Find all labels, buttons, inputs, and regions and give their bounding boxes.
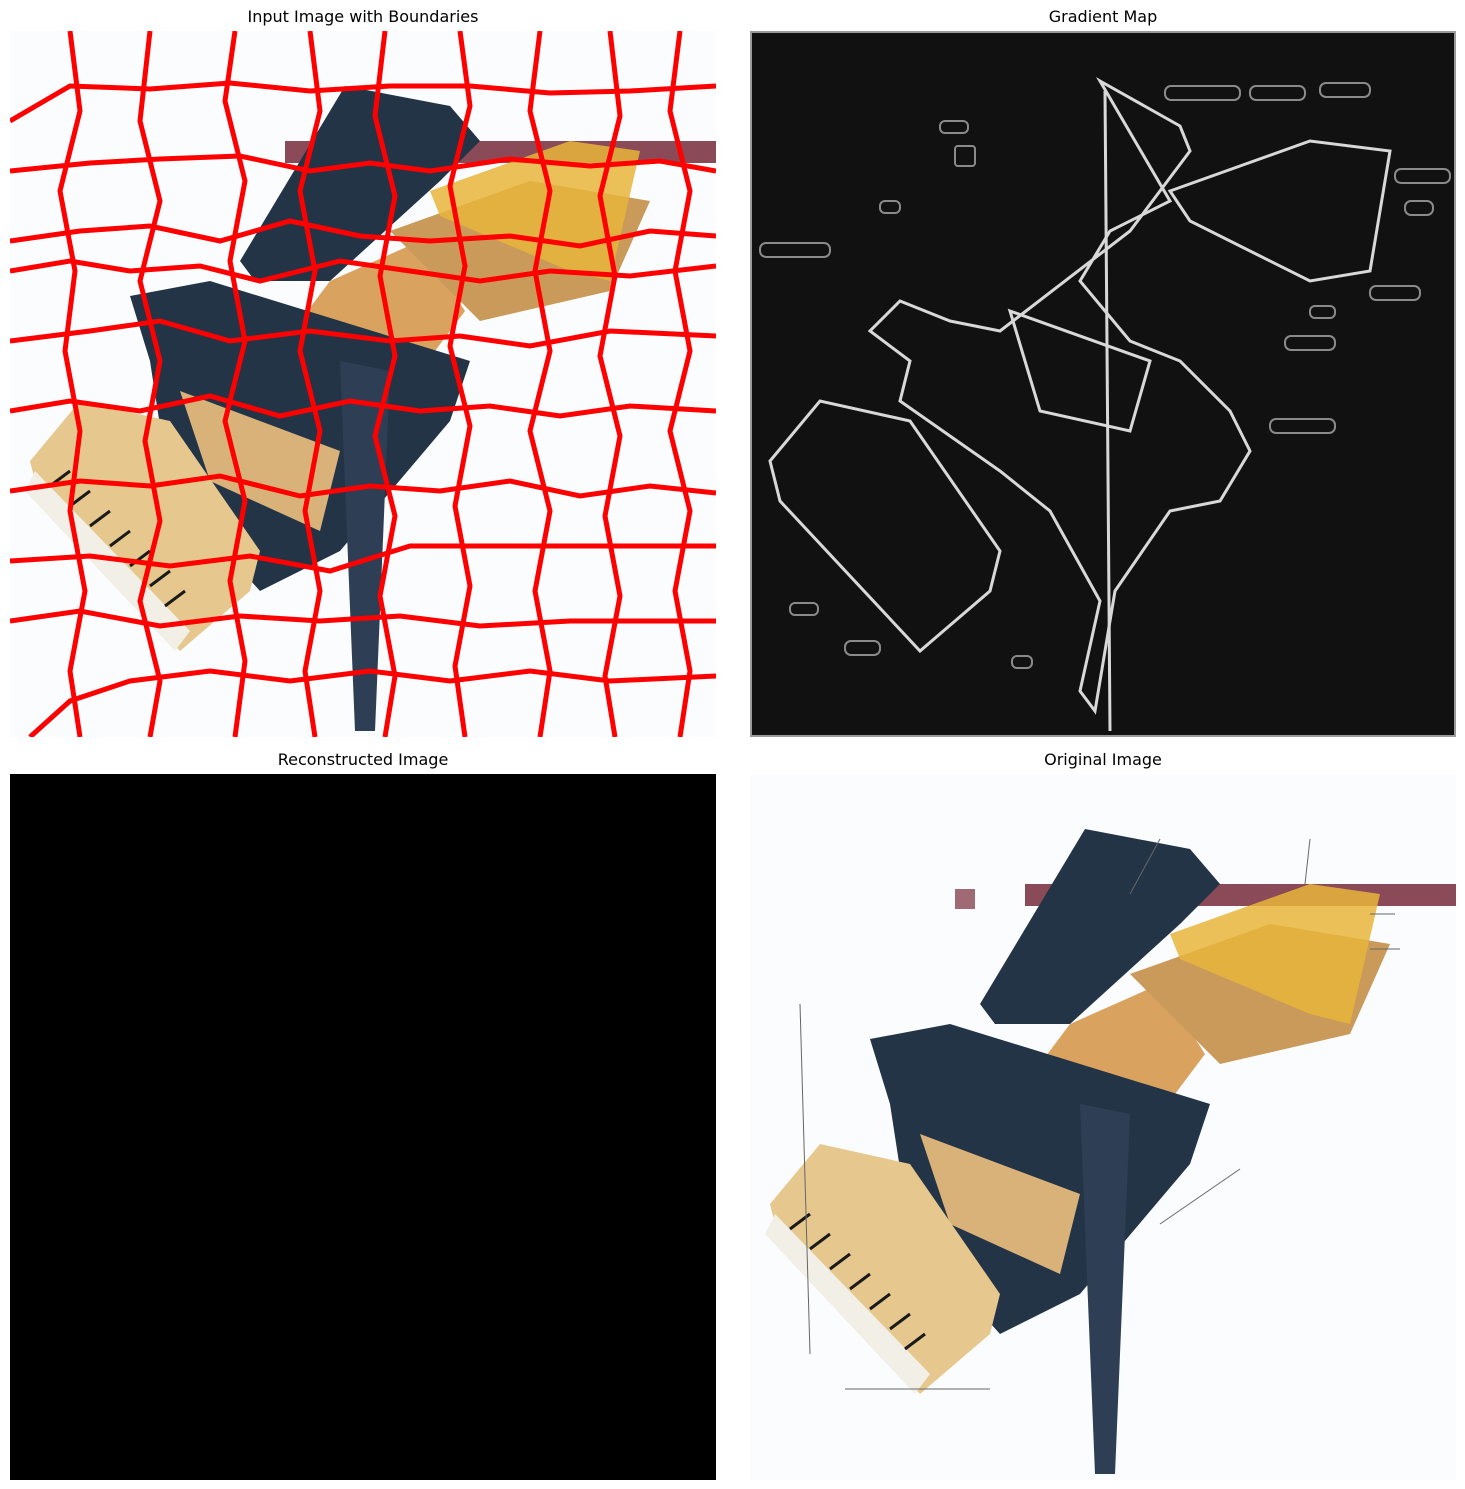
gradient-map-image: [750, 31, 1456, 737]
original-image: [750, 774, 1456, 1480]
leader-lines: [799, 838, 1400, 1390]
gradient-svg: [750, 31, 1456, 737]
panel-title-reconstructed: Reconstructed Image: [277, 750, 449, 769]
piano-illustration-original: [765, 829, 1390, 1474]
panel-title-original: Original Image: [1044, 750, 1162, 769]
piano-illustration: [25, 86, 650, 731]
gradient-edges: [768, 76, 1392, 732]
panel-title-boundaries: Input Image with Boundaries: [247, 7, 479, 26]
original-svg: [750, 774, 1456, 1480]
boundaries-image: [10, 31, 716, 737]
reconstructed-image: [10, 774, 716, 1480]
label-outlines: [759, 82, 1451, 669]
boundaries-svg: [10, 31, 716, 737]
superpixel-boundaries: [10, 31, 716, 737]
panel-title-gradient: Gradient Map: [1048, 7, 1158, 26]
